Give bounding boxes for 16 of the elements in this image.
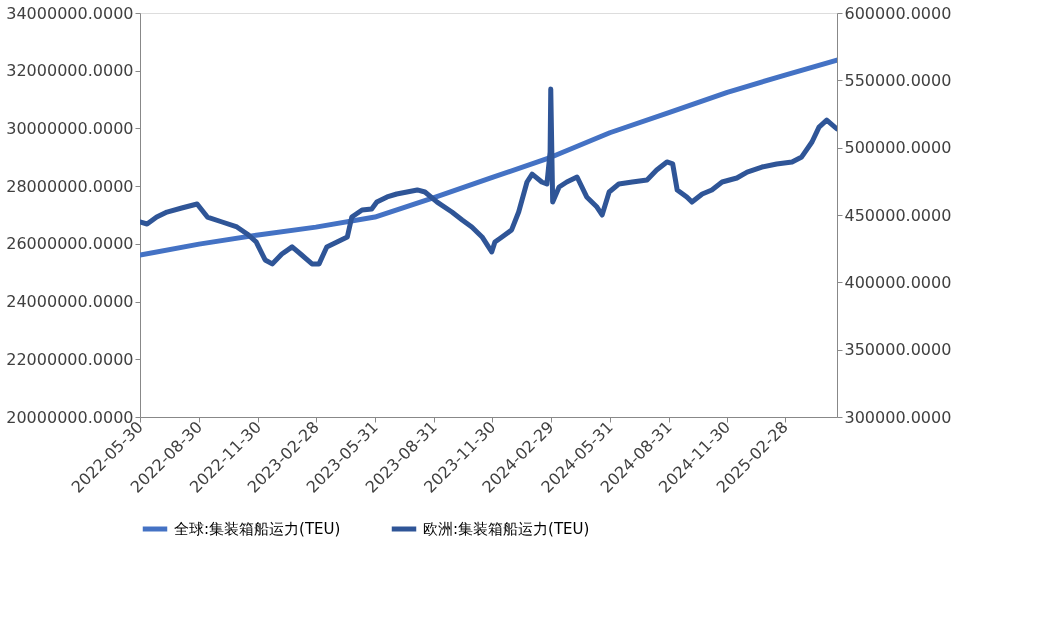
y2-tick-label: 500000.0000	[844, 138, 952, 158]
y2-tick-label: 600000.0000	[844, 3, 952, 23]
y2-tick-label: 550000.0000	[844, 70, 952, 90]
y-tick-label: 24000000.0000	[6, 292, 134, 312]
y-tick-label: 26000000.0000	[6, 234, 134, 254]
y2-tick-label: 300000.0000	[844, 407, 952, 427]
y2-tick-label: 450000.0000	[844, 205, 952, 225]
y-tick-label: 34000000.0000	[6, 3, 134, 23]
legend-label: 全球:集装箱船运力(TEU)	[174, 520, 341, 538]
y-tick-label: 30000000.0000	[6, 118, 134, 138]
y-tick-label: 32000000.0000	[6, 61, 134, 81]
y2-tick-label: 400000.0000	[844, 272, 952, 292]
y-tick-label: 28000000.0000	[6, 176, 134, 196]
y2-tick-label: 350000.0000	[844, 340, 952, 360]
legend-label: 欧洲:集装箱船运力(TEU)	[423, 520, 590, 538]
y-tick-label: 22000000.0000	[6, 349, 134, 369]
